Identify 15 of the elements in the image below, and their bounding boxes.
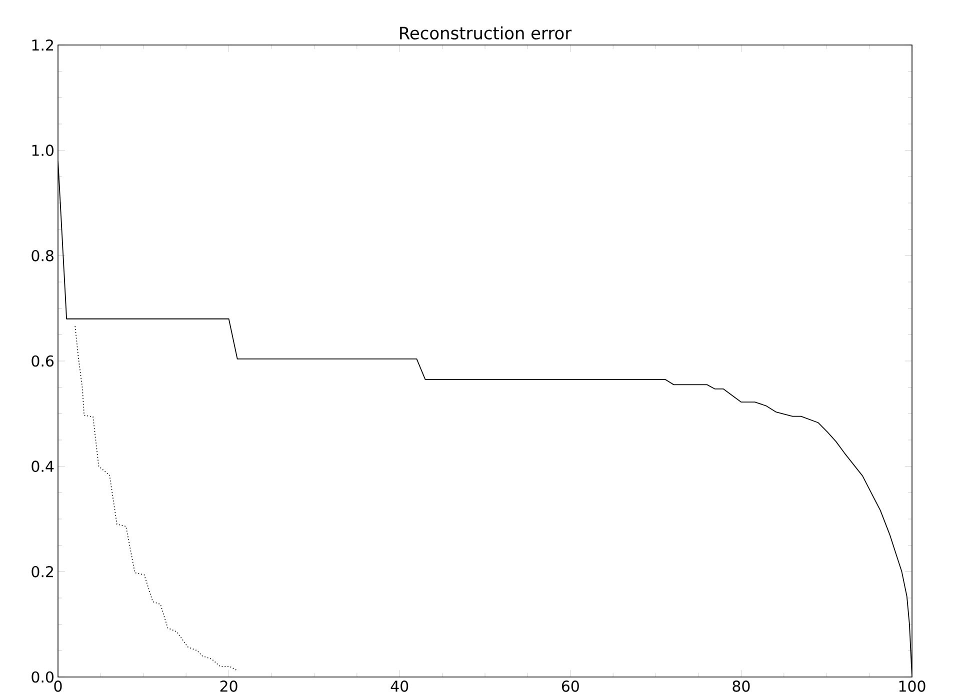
line-series	[74, 326, 237, 671]
y-tick-label: 0.4	[32, 460, 54, 472]
x-tick-label: 40	[390, 680, 408, 692]
y-tick-label: 0.0	[32, 671, 54, 683]
y-tick-label: 1.0	[32, 144, 54, 156]
x-tick-label: 0	[54, 680, 62, 692]
x-tick-label: 80	[732, 680, 750, 692]
x-tick-label: 60	[562, 680, 579, 692]
x-tick-label: 20	[220, 680, 238, 692]
chart-title: Reconstruction error	[400, 26, 572, 40]
y-tick-label: 1.2	[32, 39, 53, 51]
y-tick-label: 0.6	[32, 355, 54, 367]
y-tick-label: 0.8	[32, 250, 54, 262]
y-tick-label: 0.2	[32, 566, 53, 578]
x-tick-label: 100	[899, 680, 926, 692]
